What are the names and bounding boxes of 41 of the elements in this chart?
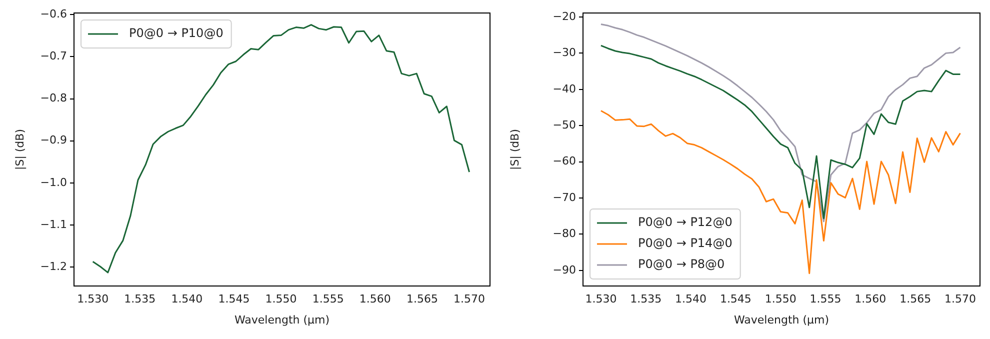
y-tick-label: −0.9 (40, 134, 67, 147)
legend-label: P0@0 → P12@0 (638, 215, 732, 230)
y-tick-label: −0.7 (40, 50, 67, 63)
x-tick-label: 1.555 (810, 292, 842, 306)
x-tick-label: 1.565 (406, 292, 438, 306)
x-tick-label: 1.545 (218, 292, 250, 306)
x-tick-label: 1.570 (944, 292, 976, 306)
x-tick-label: 1.530 (77, 292, 109, 306)
y-tick-label: −1.0 (40, 176, 67, 189)
legend-label: P0@0 → P10@0 (129, 26, 224, 40)
y-axis-title: |S| (dB) (13, 128, 26, 170)
x-tick-label: 1.545 (720, 292, 752, 306)
x-tick-label: 1.570 (454, 292, 486, 306)
legend-label: P0@0 → P8@0 (638, 257, 725, 272)
x-axis-title: Wavelength (μm) (734, 313, 830, 326)
y-tick-label: −60 (552, 154, 576, 168)
y-axis-title: |S| (dB) (508, 128, 522, 170)
y-tick-label: −0.6 (40, 8, 67, 21)
x-tick-label: 1.535 (124, 292, 156, 306)
y-tick-label: −50 (552, 118, 576, 132)
y-tick-label: −30 (552, 46, 576, 60)
y-tick-label: −0.8 (40, 92, 67, 105)
y-tick-label: −90 (552, 263, 576, 276)
x-axis-title: Wavelength (μm) (234, 313, 330, 326)
x-tick-label: 1.540 (171, 292, 203, 306)
legend-label: P0@0 → P14@0 (638, 236, 732, 250)
x-tick-label: 1.565 (900, 292, 932, 306)
x-tick-label: 1.530 (585, 292, 617, 306)
y-tick-label: −80 (552, 227, 576, 240)
x-tick-label: 1.550 (764, 292, 796, 306)
y-tick-label: −70 (552, 190, 576, 204)
y-tick-label: −1.2 (40, 260, 67, 273)
y-tick-label: −40 (552, 82, 576, 96)
x-tick-label: 1.560 (359, 292, 391, 306)
x-tick-label: 1.560 (854, 292, 886, 306)
y-tick-label: −1.1 (40, 218, 67, 231)
x-tick-label: 1.555 (312, 292, 344, 306)
y-tick-label: −20 (552, 10, 576, 23)
x-tick-label: 1.540 (675, 292, 707, 306)
x-tick-label: 1.550 (265, 292, 297, 306)
x-tick-label: 1.535 (630, 292, 662, 306)
